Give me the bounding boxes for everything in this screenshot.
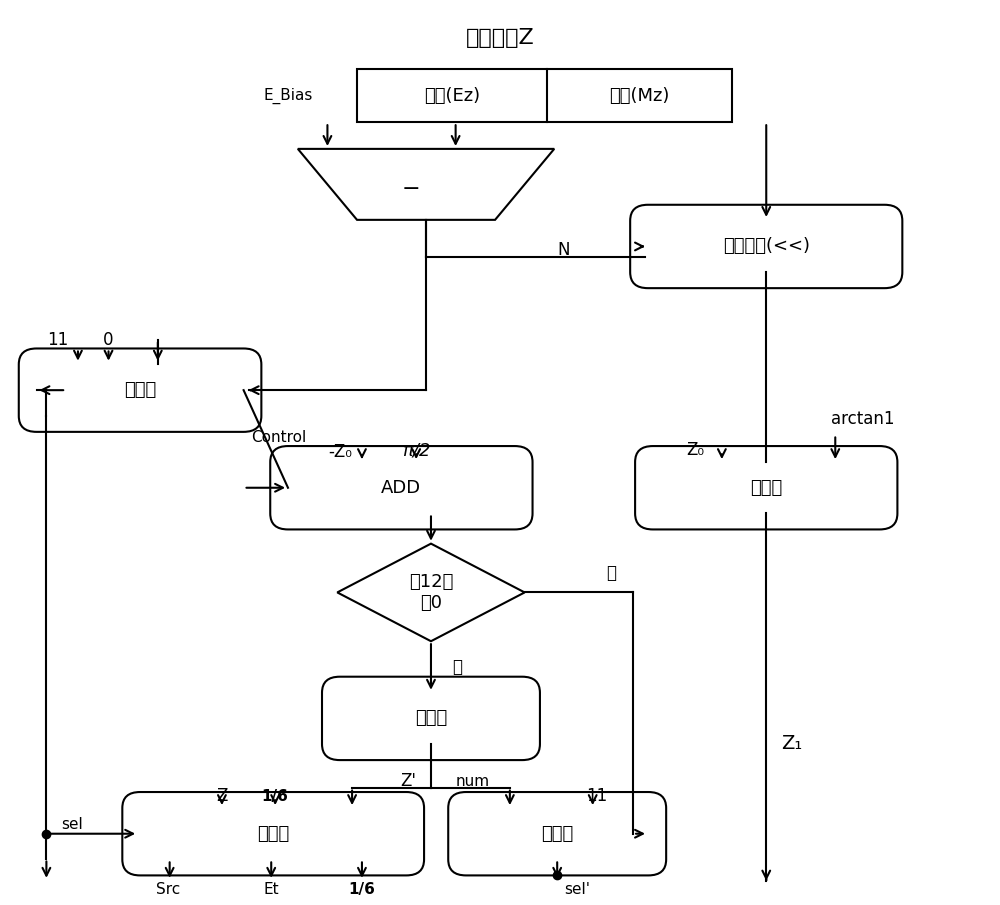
Text: sel': sel' bbox=[564, 882, 590, 897]
Text: Z₀: Z₀ bbox=[686, 442, 704, 460]
Text: 11: 11 bbox=[48, 330, 69, 348]
Text: sel: sel bbox=[61, 817, 83, 833]
Text: 左移位器(<<): 左移位器(<<) bbox=[723, 237, 810, 255]
Text: 高12位
全0: 高12位 全0 bbox=[409, 573, 453, 612]
Text: ADD: ADD bbox=[381, 479, 421, 497]
Text: 1/6: 1/6 bbox=[262, 789, 289, 804]
FancyBboxPatch shape bbox=[270, 446, 533, 529]
FancyBboxPatch shape bbox=[19, 348, 261, 432]
Text: 1/6: 1/6 bbox=[349, 882, 375, 897]
Text: π/2: π/2 bbox=[402, 442, 430, 460]
Text: 选择器: 选择器 bbox=[257, 824, 289, 843]
Text: E_Bias: E_Bias bbox=[263, 88, 313, 104]
Text: 选择器: 选择器 bbox=[750, 479, 782, 497]
Text: N: N bbox=[558, 241, 570, 259]
FancyBboxPatch shape bbox=[448, 792, 666, 875]
Polygon shape bbox=[298, 149, 554, 220]
Text: 比较器: 比较器 bbox=[124, 381, 156, 399]
Text: 浮点格式Z: 浮点格式Z bbox=[466, 28, 534, 48]
Text: arctan1: arctan1 bbox=[831, 411, 895, 428]
Text: 0: 0 bbox=[103, 330, 114, 348]
Text: 尾数(Mz): 尾数(Mz) bbox=[609, 87, 670, 105]
Text: 是: 是 bbox=[453, 658, 463, 676]
FancyBboxPatch shape bbox=[322, 677, 540, 760]
FancyBboxPatch shape bbox=[635, 446, 897, 529]
Text: num: num bbox=[456, 774, 490, 789]
Text: Src: Src bbox=[156, 882, 180, 897]
FancyBboxPatch shape bbox=[122, 792, 424, 875]
FancyBboxPatch shape bbox=[630, 205, 902, 288]
Polygon shape bbox=[337, 544, 525, 642]
Text: 规格化: 规格化 bbox=[415, 710, 447, 728]
Text: Et: Et bbox=[263, 882, 279, 897]
Text: 11: 11 bbox=[586, 787, 607, 805]
Text: Z': Z' bbox=[400, 772, 416, 790]
Text: 指数(Ez): 指数(Ez) bbox=[424, 87, 480, 105]
Text: −: − bbox=[402, 179, 421, 199]
Text: -Z₀: -Z₀ bbox=[328, 443, 352, 462]
Bar bbox=[357, 69, 732, 122]
Text: Z₁: Z₁ bbox=[781, 734, 803, 753]
Text: Control: Control bbox=[252, 430, 307, 444]
Text: 否: 否 bbox=[606, 564, 616, 582]
Text: 比较器: 比较器 bbox=[541, 824, 573, 843]
Text: Z: Z bbox=[216, 787, 228, 805]
